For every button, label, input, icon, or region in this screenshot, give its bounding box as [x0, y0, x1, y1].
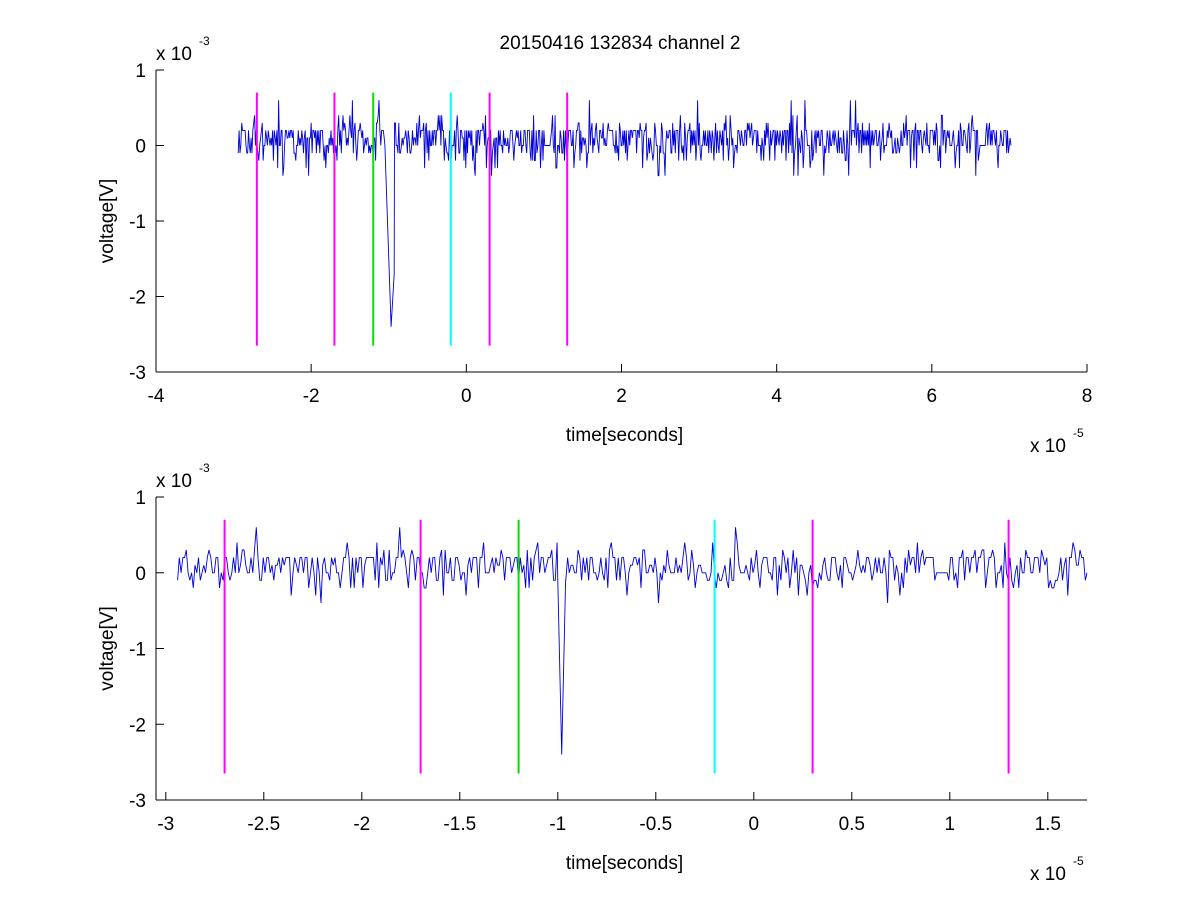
y-tick-label: 0 — [135, 564, 146, 585]
y-tick-label: 1 — [135, 488, 146, 509]
x-tick-label: -0.5 — [639, 814, 672, 835]
x-multiplier-exponent: -5 — [1073, 426, 1084, 440]
y-axis-label: voltage[V] — [97, 606, 118, 691]
x-tick-label: 0.5 — [839, 814, 865, 835]
y-tick-label: -2 — [129, 715, 146, 736]
y-tick-label: -1 — [129, 640, 146, 661]
x-multiplier-label: x 10 — [1030, 864, 1066, 885]
x-tick-label: -2.5 — [247, 814, 280, 835]
x-tick-label: -1 — [549, 814, 566, 835]
x-tick-label: -2 — [303, 386, 320, 407]
x-tick-label: 6 — [927, 386, 938, 407]
x-tick-label: -1.5 — [443, 814, 476, 835]
y-multiplier-label: x 10 — [156, 471, 192, 492]
x-tick-label: 2 — [616, 386, 627, 407]
x-multiplier-label: x 10 — [1030, 436, 1066, 457]
signal-trace — [237, 100, 1012, 327]
bottom-plot: -3 -2.5 -2 -1.5 -1 -0.5 0 0.5 1 1.5 -3 -2 -1 0 1 x 10 -3… — [97, 461, 1088, 885]
y-tick-label: -1 — [129, 212, 146, 233]
x-tick-label: -2 — [353, 814, 370, 835]
y-multiplier-exponent: -3 — [199, 461, 210, 475]
y-tick-label: -3 — [129, 363, 146, 384]
x-tick-label: 0 — [461, 386, 472, 407]
x-multiplier-exponent: -5 — [1073, 854, 1084, 868]
y-tick-label: -3 — [129, 791, 146, 812]
x-tick-label: -3 — [157, 814, 174, 835]
x-tick-label: -4 — [148, 386, 165, 407]
x-tick-label: 1.5 — [1035, 814, 1061, 835]
x-axis-label: time[seconds] — [566, 425, 683, 446]
figure-title: 20150416 132834 channel 2 — [500, 33, 741, 54]
y-multiplier-label: x 10 — [156, 44, 192, 65]
x-tick-label: 4 — [771, 386, 782, 407]
signal-trace — [177, 527, 1088, 755]
x-axis-label: time[seconds] — [566, 853, 683, 874]
y-tick-label: -2 — [129, 288, 146, 309]
y-axis-label: voltage[V] — [97, 179, 118, 264]
x-tick-label: 1 — [945, 814, 956, 835]
x-tick-label: 8 — [1082, 386, 1093, 407]
y-multiplier-exponent: -3 — [199, 34, 210, 48]
y-tick-label: 1 — [135, 61, 146, 82]
x-tick-label: 0 — [749, 814, 760, 835]
top-plot: -4 -2 0 2 4 6 8 -3 -2 -1 0 1 x 10 -3 x 10 -5 time[second… — [97, 34, 1092, 457]
y-tick-label: 0 — [135, 137, 146, 158]
